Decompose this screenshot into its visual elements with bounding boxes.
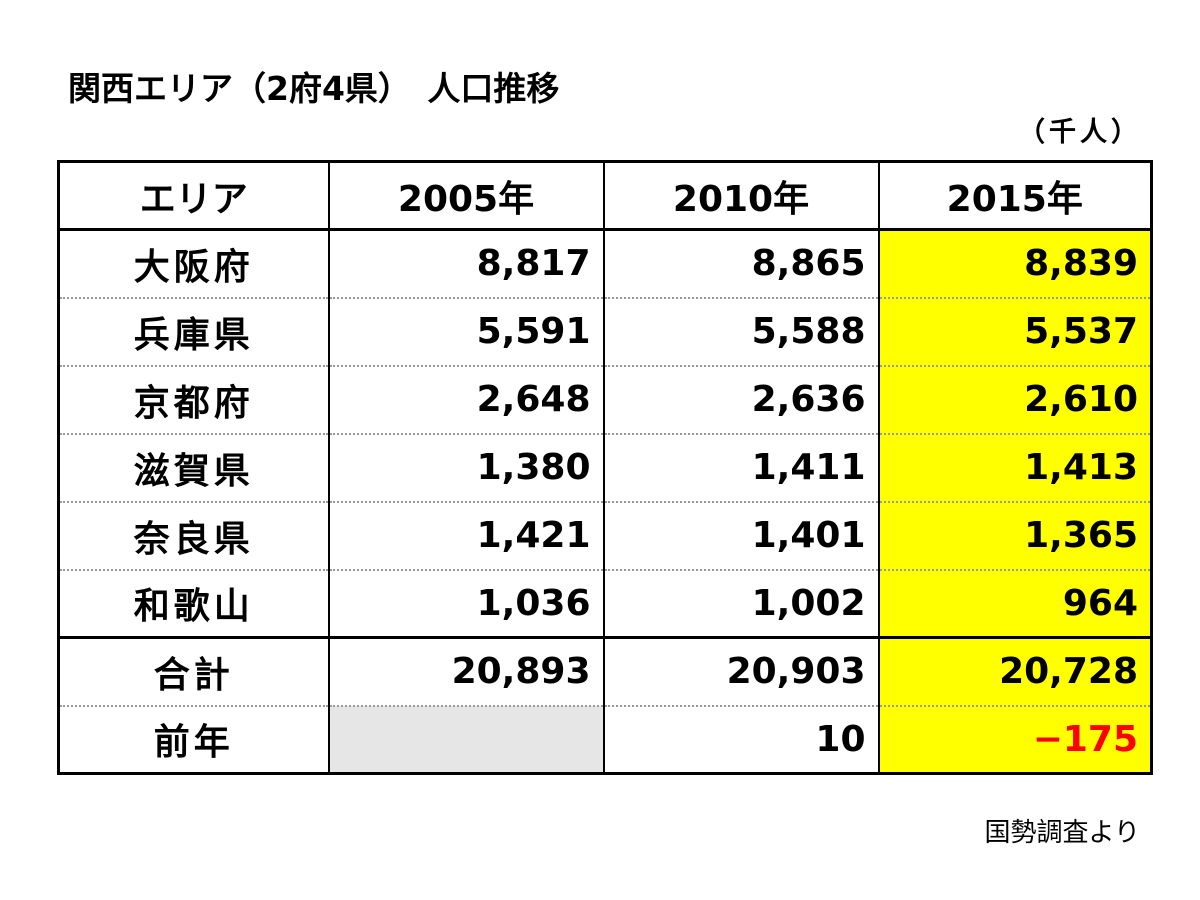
row-label: 大阪府 [57,229,330,299]
cell: 20,728 [877,636,1153,707]
row-label: 滋賀県 [57,433,330,503]
table-row: 兵庫県 5,591 5,588 5,537 [57,297,1153,367]
row-label: 奈良県 [57,501,330,571]
table-row: 合計 20,893 20,903 20,728 [57,636,1153,707]
source-note: 国勢調査より [984,818,1140,848]
row-label: 前年 [57,705,330,775]
cell: 1,036 [327,569,605,639]
cell: 20,893 [327,636,605,707]
cell: 5,588 [602,297,880,367]
cell: 1,002 [602,569,880,639]
table-row: 前年 10 −175 [57,705,1153,775]
cell: 2,636 [602,365,880,435]
cell: −175 [877,705,1153,775]
header-row: エリア 2005年 2010年 2015年 [57,161,1153,231]
cell: 5,537 [877,297,1153,367]
column-header: 2015年 [877,161,1153,231]
cell: 8,817 [327,229,605,299]
row-label: 京都府 [57,365,330,435]
cell: 8,839 [877,229,1153,299]
cell: 10 [602,705,880,775]
cell: 5,591 [327,297,605,367]
column-header: 2005年 [327,161,605,231]
cell: 1,421 [327,501,605,571]
row-label: 和歌山 [57,569,330,639]
table-row: 滋賀県 1,380 1,411 1,413 [57,433,1153,503]
cell: 1,380 [327,433,605,503]
empty-cell [327,705,605,775]
cell: 20,903 [602,636,880,707]
cell: 1,365 [877,501,1153,571]
cell: 8,865 [602,229,880,299]
table-row: 和歌山 1,036 1,002 964 [57,569,1153,639]
population-table: エリア 2005年 2010年 2015年 大阪府 8,817 8,865 8,839 兵庫県 5… [57,160,1153,775]
row-label: 兵庫県 [57,297,330,367]
cell: 1,413 [877,433,1153,503]
row-label: 合計 [57,636,330,707]
unit-label: （千人） [1018,117,1142,148]
cell: 1,401 [602,501,880,571]
table-row: 大阪府 8,817 8,865 8,839 [57,229,1153,299]
table-row: 京都府 2,648 2,636 2,610 [57,365,1153,435]
cell: 2,648 [327,365,605,435]
column-header: エリア [57,161,330,231]
table-row: 奈良県 1,421 1,401 1,365 [57,501,1153,571]
cell: 964 [877,569,1153,639]
column-header: 2010年 [602,161,880,231]
cell: 1,411 [602,433,880,503]
cell: 2,610 [877,365,1153,435]
title: 関西エリア（2府4県） 人口推移 [68,69,560,108]
